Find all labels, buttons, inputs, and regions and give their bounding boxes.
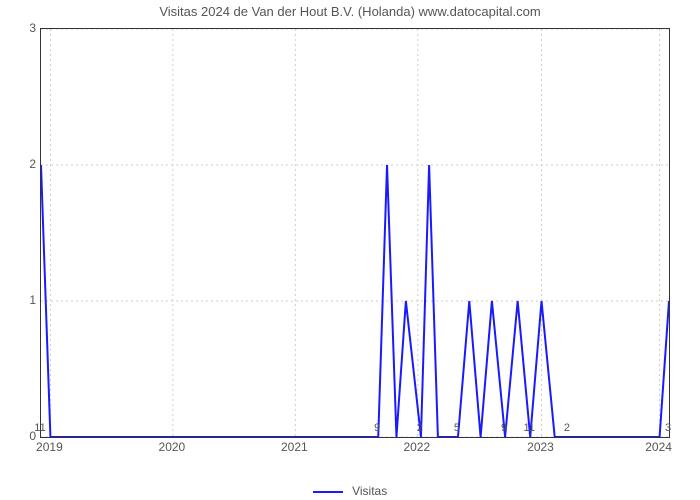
legend: Visitas — [0, 484, 700, 498]
x-tick-label: 2021 — [281, 440, 308, 454]
secondary-x-label: 11 — [523, 422, 534, 434]
x-tick-label: 2019 — [36, 440, 63, 454]
legend-swatch — [313, 491, 343, 493]
x-tick-label: 2022 — [403, 440, 430, 454]
y-tick-label: 2 — [6, 157, 36, 171]
secondary-x-label: 2 — [417, 422, 423, 434]
x-tick-label: 2024 — [645, 440, 672, 454]
x-tick-label: 2023 — [527, 440, 554, 454]
legend-label: Visitas — [352, 484, 387, 498]
x-tick-label: 2020 — [159, 440, 186, 454]
y-tick-label: 3 — [6, 21, 36, 35]
secondary-x-label: 2 — [564, 422, 570, 434]
chart-svg — [41, 29, 669, 437]
y-tick-label: 1 — [6, 293, 36, 307]
y-tick-label: 0 — [6, 429, 36, 443]
chart-container: Visitas 2024 de Van der Hout B.V. (Holan… — [0, 0, 700, 500]
chart-title: Visitas 2024 de Van der Hout B.V. (Holan… — [0, 4, 700, 19]
secondary-x-label: 5 — [454, 422, 460, 434]
secondary-x-label: 9 — [374, 422, 380, 434]
secondary-x-label: 3 — [665, 422, 671, 434]
secondary-x-label: 11 — [34, 422, 45, 434]
secondary-x-label: 9 — [501, 422, 507, 434]
data-line — [41, 165, 669, 437]
plot-area — [40, 28, 670, 438]
